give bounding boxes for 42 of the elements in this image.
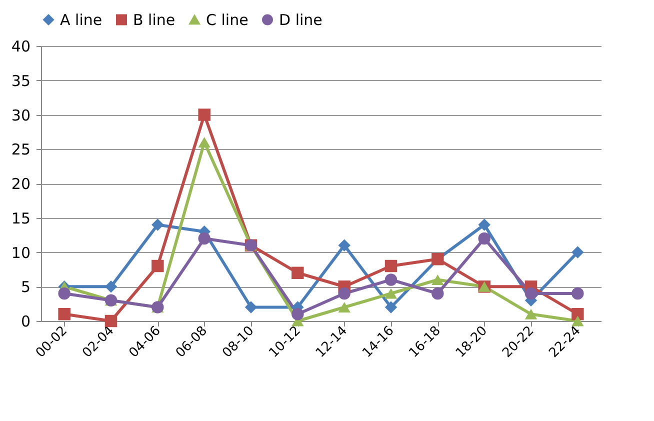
point	[104, 314, 118, 328]
y-tick-label: 35	[11, 72, 30, 90]
point	[198, 108, 210, 121]
y-tick-label: 15	[11, 209, 30, 228]
point	[384, 274, 398, 286]
point	[198, 136, 210, 148]
point	[338, 287, 350, 300]
legend-label: C line	[206, 10, 248, 29]
point	[572, 287, 584, 300]
point	[524, 287, 538, 300]
point	[244, 301, 258, 314]
point	[478, 232, 490, 245]
point	[478, 218, 490, 231]
y-tick-label: 5	[20, 278, 30, 296]
point	[384, 301, 398, 314]
point	[572, 246, 584, 258]
y-tick-label: 20	[11, 175, 30, 193]
point	[292, 266, 304, 279]
point	[572, 308, 584, 320]
y-tick-label: 25	[11, 140, 30, 159]
point	[292, 308, 304, 320]
legend-label: D line	[279, 10, 322, 29]
point	[338, 239, 350, 252]
point	[432, 274, 444, 286]
y-tick-label: 10	[11, 244, 30, 262]
point	[384, 288, 398, 299]
point	[152, 260, 164, 272]
point	[152, 218, 164, 231]
point	[104, 280, 118, 293]
point	[198, 232, 210, 245]
point	[58, 287, 70, 300]
y-tick-label: 40	[11, 38, 30, 56]
point	[572, 316, 584, 326]
legend-label: B line	[133, 10, 176, 29]
point	[384, 260, 398, 272]
point	[58, 308, 70, 320]
y-tick-label: 30	[11, 106, 30, 124]
legend-label: A line	[60, 10, 102, 29]
y-tick-label: 0	[20, 312, 30, 330]
point	[524, 308, 538, 320]
point	[432, 287, 444, 300]
point	[338, 302, 350, 313]
